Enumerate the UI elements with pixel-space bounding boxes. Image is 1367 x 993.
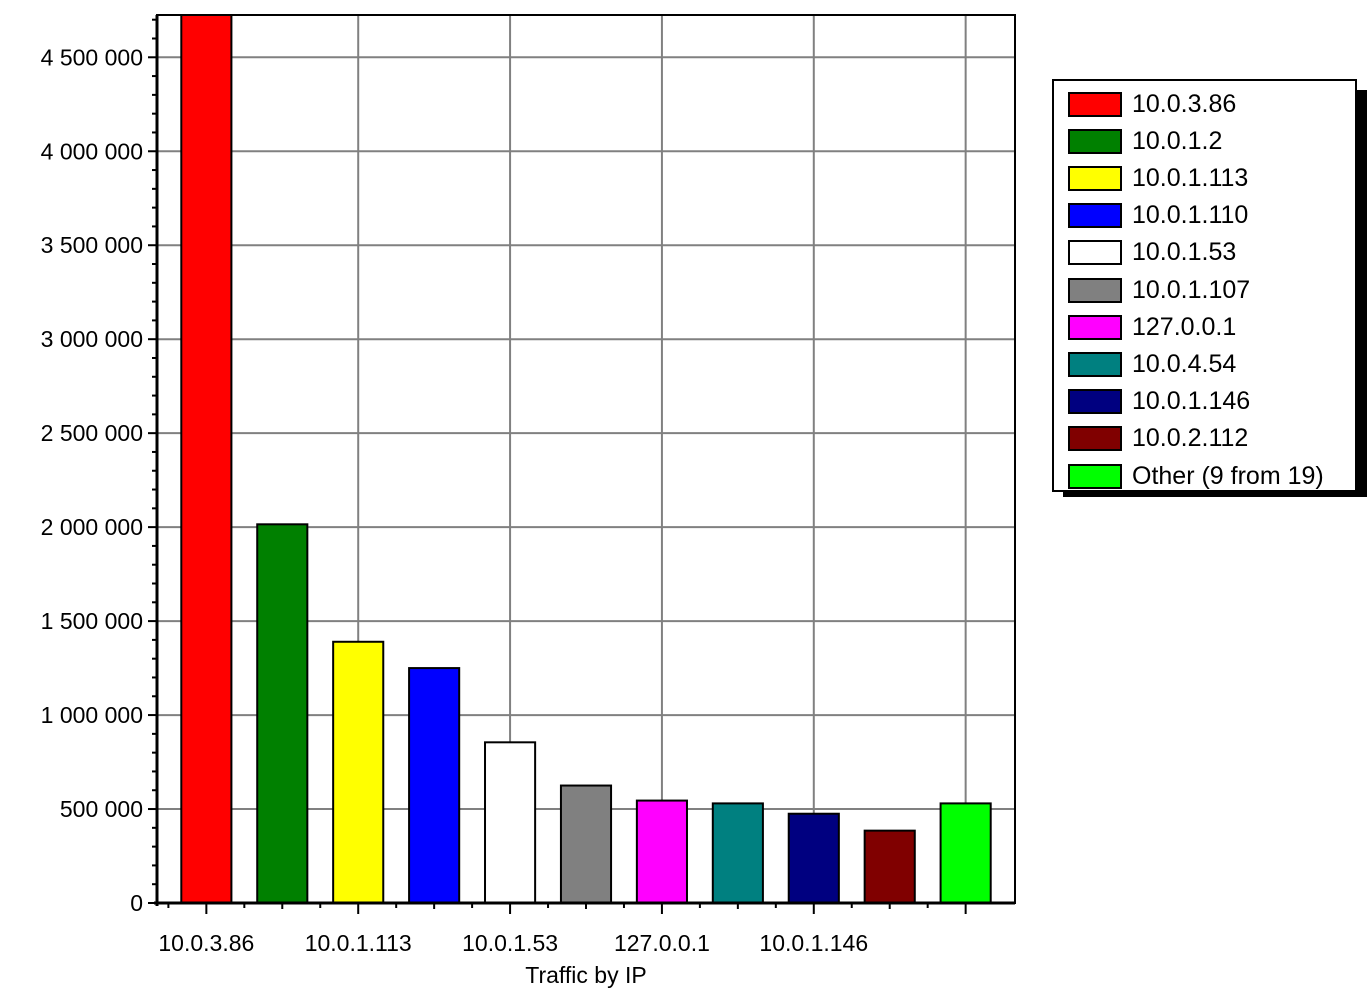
y-tick-label: 4 000 000 (41, 138, 143, 164)
legend-item: 10.0.4.54 (1068, 349, 1236, 379)
y-tick-label: 3 500 000 (41, 232, 143, 258)
legend-shadow (1356, 90, 1367, 497)
legend-shadow (1063, 490, 1367, 497)
y-tick-label: 2 500 000 (41, 420, 143, 446)
x-tick-label: 10.0.1.113 (305, 930, 412, 956)
y-tick-label: 1 000 000 (41, 702, 143, 728)
bar-10-0-3-86 (180, 14, 233, 904)
bar-127-0-0-1 (635, 799, 688, 904)
legend-item: 10.0.1.53 (1068, 238, 1236, 268)
legend-label: 127.0.0.1 (1132, 312, 1237, 341)
y-tick-label: 500 000 (60, 796, 143, 822)
y-tick-label: 2 000 000 (41, 514, 143, 540)
legend-label: 10.0.1.2 (1132, 126, 1223, 155)
y-tick-label: 3 000 000 (41, 326, 143, 352)
bar-10-0-1-107 (559, 784, 613, 904)
axes (148, 15, 1015, 914)
legend-item: 10.0.3.86 (1068, 89, 1236, 119)
legend-swatch (1068, 203, 1122, 229)
legend-label: 10.0.3.86 (1132, 89, 1237, 118)
legend-label: Other (9 from 19) (1132, 461, 1324, 490)
bar-10-0-1-53 (484, 741, 537, 904)
bar-10-0-1-2 (256, 523, 309, 904)
bar-other-9-from-19- (939, 802, 992, 905)
y-axis-tick-labels: 0 500 000 1 000 000 1 500 000 2 000 000 2 500… (41, 44, 143, 916)
y-tick-label: 0 (130, 890, 143, 916)
bars (180, 14, 992, 905)
bar-10-0-2-112 (863, 829, 916, 905)
legend-item: 10.0.1.110 (1068, 201, 1248, 231)
bar-10-0-1-113 (332, 640, 385, 904)
x-axis-tick-labels: 10.0.3.86 10.0.1.113 10.0.1.53 127.0.0.1 10.… (158, 930, 868, 956)
legend-swatch (1068, 426, 1122, 452)
legend-swatch (1068, 463, 1122, 489)
y-tick-label: 1 500 000 (41, 608, 143, 634)
legend-label: 10.0.1.53 (1132, 238, 1237, 267)
legend-label: 10.0.2.112 (1132, 424, 1249, 453)
y-tick-label: 4 500 000 (41, 44, 143, 70)
x-tick-label: 127.0.0.1 (614, 930, 710, 956)
legend-swatch (1068, 128, 1122, 154)
legend-label: 10.0.4.54 (1132, 349, 1237, 378)
legend-item: Other (9 from 19) (1068, 461, 1324, 491)
legend-item: 10.0.1.2 (1068, 126, 1222, 156)
legend-swatch (1068, 389, 1122, 415)
x-tick-label: 10.0.1.146 (759, 930, 868, 956)
legend-item: 10.0.2.112 (1068, 424, 1248, 454)
legend-label: 10.0.1.107 (1132, 275, 1251, 304)
legend-item: 10.0.1.146 (1068, 387, 1250, 417)
legend-label: 10.0.1.146 (1132, 387, 1251, 416)
legend-item: 10.0.1.107 (1068, 275, 1250, 305)
bar-10-0-4-54 (711, 802, 764, 905)
x-tick-label: 10.0.3.86 (158, 930, 254, 956)
legend-label: 10.0.1.113 (1132, 163, 1249, 192)
bar-10-0-1-110 (408, 667, 461, 904)
x-axis-label: Traffic by IP (525, 962, 646, 988)
legend-item: 10.0.1.113 (1068, 163, 1248, 193)
legend-swatch (1068, 351, 1122, 377)
bar-10-0-1-146 (787, 812, 840, 905)
legend-swatch (1068, 91, 1122, 117)
legend-swatch (1068, 165, 1122, 191)
legend: 10.0.3.86 10.0.1.2 10.0.1.113 10.0.1.110 10.… (1052, 79, 1357, 492)
legend-swatch (1068, 240, 1122, 266)
legend-label: 10.0.1.110 (1132, 201, 1249, 230)
legend-item: 127.0.0.1 (1068, 312, 1236, 342)
legend-swatch (1068, 314, 1122, 340)
legend-swatch (1068, 277, 1122, 303)
x-tick-label: 10.0.1.53 (462, 930, 558, 956)
